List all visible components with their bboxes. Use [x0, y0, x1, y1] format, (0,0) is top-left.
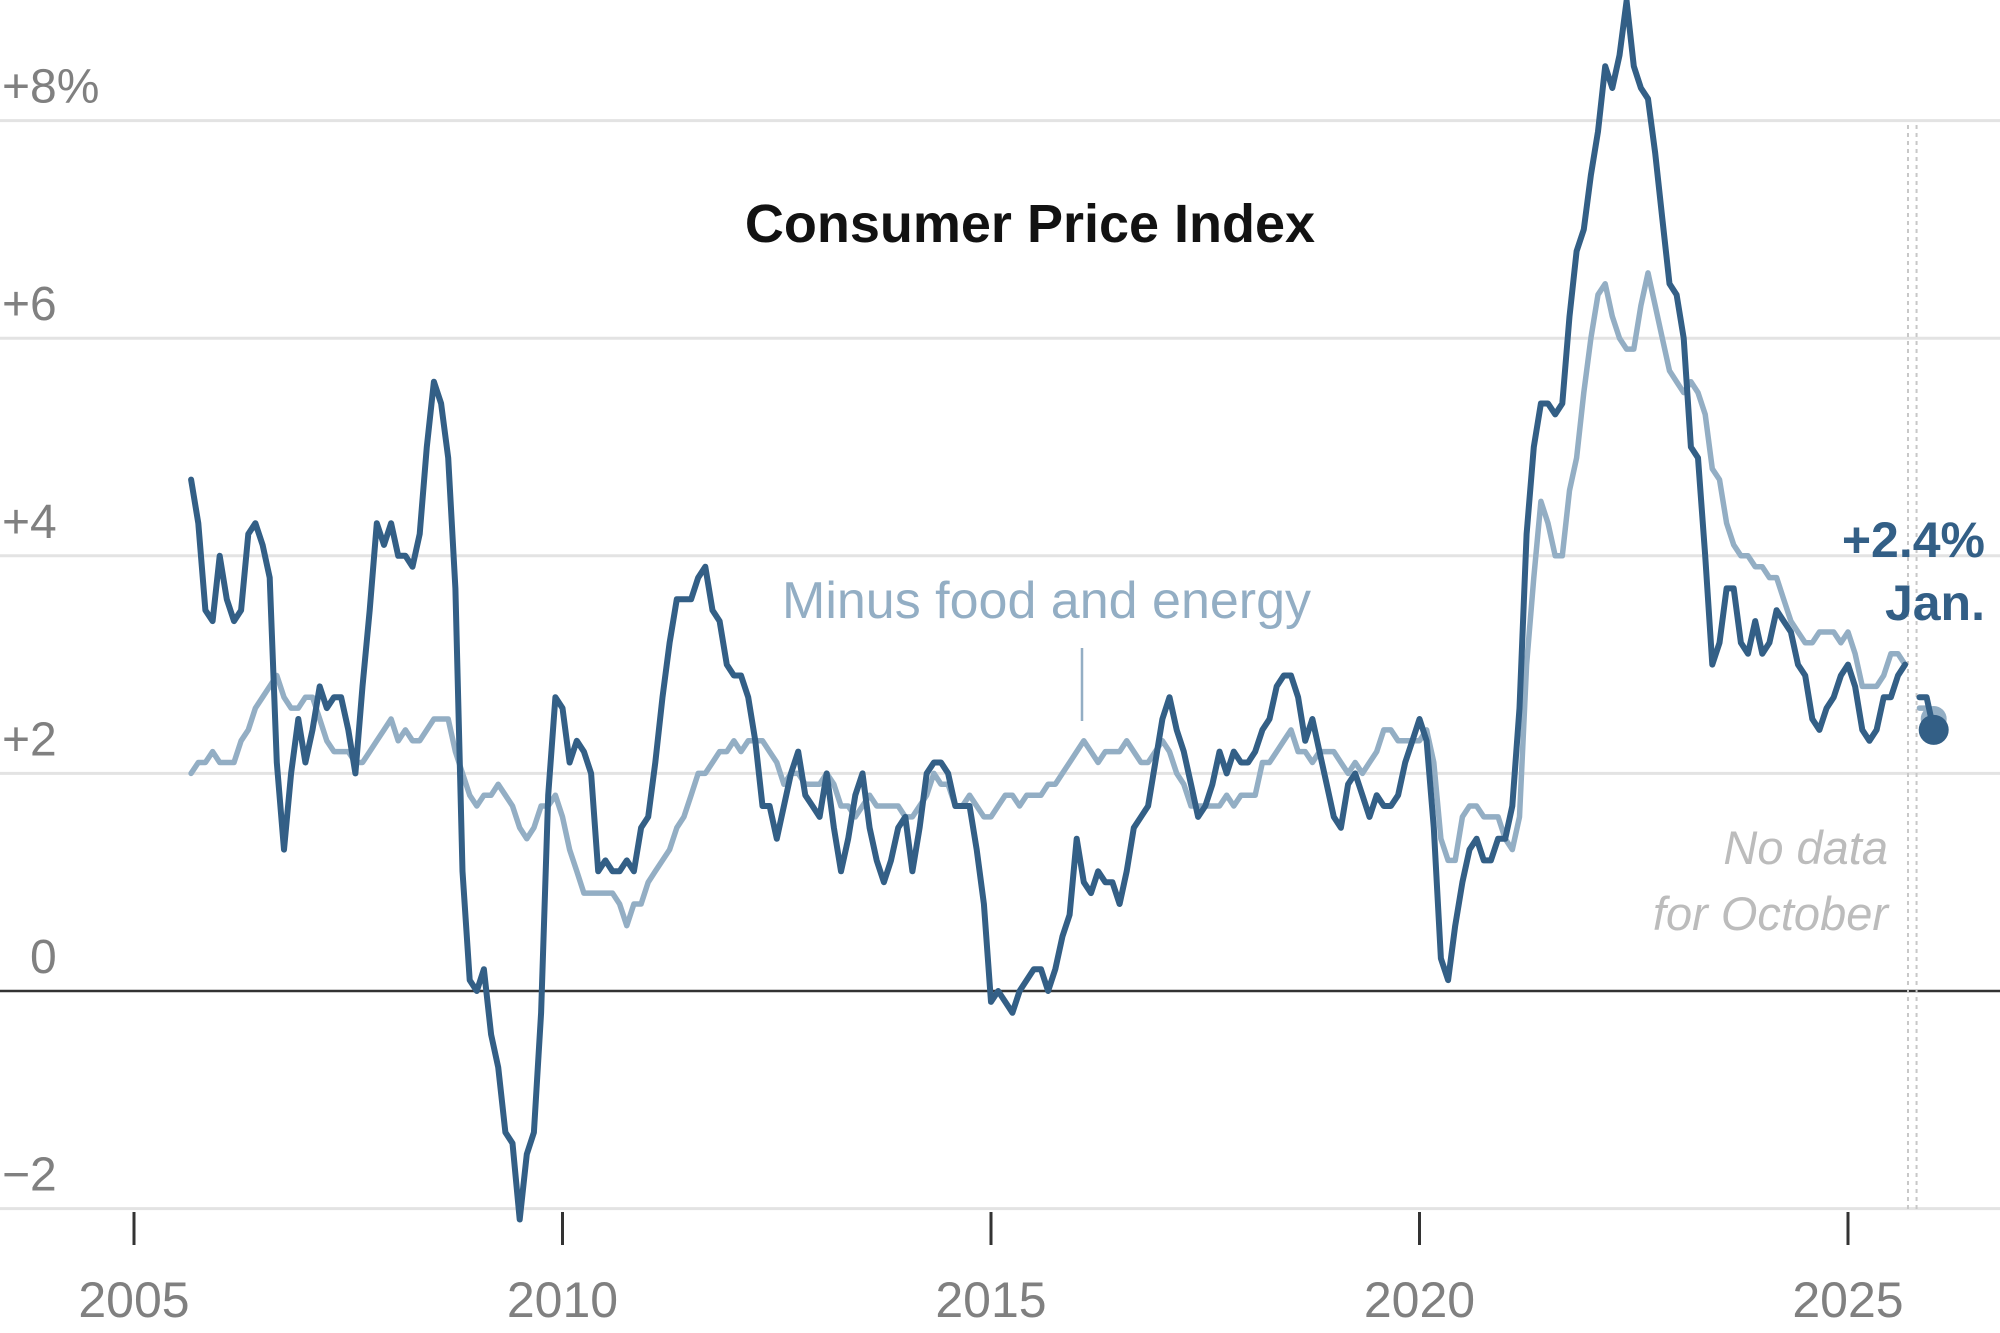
y-tick-label: +8% — [2, 61, 99, 114]
x-tick-label: 2025 — [1792, 1272, 1903, 1328]
x-tick-label: 2005 — [78, 1272, 189, 1328]
latest-value-label: +2.4% — [1842, 512, 1985, 568]
y-tick-label: 0 — [30, 931, 57, 984]
series-lines — [188, 0, 1949, 1223]
y-tick-label: −2 — [2, 1149, 57, 1202]
headline-latest-point — [1918, 714, 1949, 745]
gap-note-line2: for October — [1653, 887, 1890, 940]
y-tick-label: +6 — [2, 278, 57, 331]
gap-note-line1: No data — [1723, 821, 1888, 874]
y-tick-label: +2 — [2, 713, 57, 766]
chart-title: Consumer Price Index — [745, 194, 1315, 254]
y-axis-tick-labels: +8% +6 +4 +2 0 −2 — [2, 61, 99, 1202]
core-series-label: Minus food and energy — [782, 572, 1311, 630]
x-tick-label: 2020 — [1364, 1272, 1475, 1328]
x-axis-ticks: 2005 2010 2015 2020 2025 — [78, 1212, 1904, 1328]
gridlines — [0, 119, 2000, 1211]
missing-data-markers — [1906, 125, 1918, 1212]
x-tick-label: 2015 — [935, 1272, 1046, 1328]
latest-month-label: Jan. — [1885, 575, 1985, 631]
y-tick-label: +4 — [2, 496, 57, 549]
x-tick-label: 2010 — [507, 1272, 618, 1328]
